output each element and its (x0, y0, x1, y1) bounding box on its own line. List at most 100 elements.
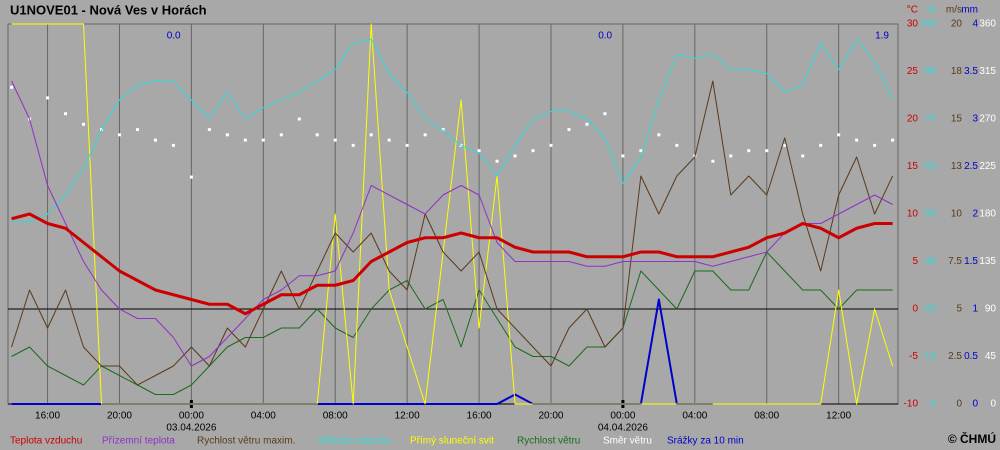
y-tick-label: 0.5 (964, 351, 978, 362)
wind-direction-dot (819, 143, 823, 147)
wind-direction-dot (351, 143, 355, 147)
wind-direction-dot (207, 128, 211, 132)
plot-area (7, 23, 899, 405)
legend-entry: Přímý sluneční svit (410, 436, 494, 447)
y-tick-label: 4 (972, 19, 978, 30)
y-tick-label: 7.5 (948, 256, 962, 267)
date-label: 03.04.2026 (166, 423, 216, 434)
wind-direction-dot (603, 112, 607, 116)
y-tick-label: -10 (904, 399, 919, 410)
wind-direction-dot (10, 85, 14, 89)
wind-direction-dot (333, 138, 337, 142)
y-tick-label: 180 (979, 209, 996, 220)
axis-unit: % (927, 5, 936, 16)
x-tick-label: 20:00 (107, 411, 132, 422)
y-tick-label: 90 (985, 304, 997, 315)
wind-direction-dot (729, 154, 733, 158)
y-tick-label: 1 (972, 304, 978, 315)
y-tick-label: 5 (956, 304, 962, 315)
series-line (11, 212, 893, 316)
wind-direction-dot (405, 143, 409, 147)
wind-direction-dot (64, 112, 68, 116)
y-tick-label: 3.5 (964, 66, 978, 77)
y-tick-label: 1.5 (964, 256, 978, 267)
y-tick-label: 45 (985, 351, 997, 362)
wind-direction-dot (747, 149, 751, 153)
wind-direction-dot (279, 133, 283, 137)
y-tick-label: 315 (979, 66, 996, 77)
wind-direction-dot (423, 133, 427, 137)
y-tick-label: 13 (925, 351, 937, 362)
x-tick-label: 08:00 (754, 411, 779, 422)
y-tick-label: 0 (956, 399, 962, 410)
y-tick-label: 100 (919, 19, 936, 30)
wind-direction-dot (783, 143, 787, 147)
wind-direction-dot (765, 149, 769, 153)
wind-direction-dot (585, 122, 589, 126)
wind-direction-dot (891, 138, 895, 142)
series-line (11, 80, 893, 367)
y-tick-label: 2.5 (948, 351, 962, 362)
y-tick-label: 50 (925, 209, 937, 220)
legend-entry: Srážky za 10 min (667, 436, 744, 447)
x-tick-label: 16:00 (467, 411, 492, 422)
y-tick-label: 13 (951, 161, 963, 172)
axis-unit: °C (907, 5, 918, 16)
wind-direction-dot (171, 143, 175, 147)
wind-direction-dot (639, 149, 643, 153)
y-tick-label: 38 (925, 256, 937, 267)
wind-direction-dot (315, 133, 319, 137)
y-tick-label: 15 (907, 161, 919, 172)
wind-direction-dot (46, 96, 50, 100)
wind-direction-dot (531, 149, 535, 153)
legend-entry: Směr větru (603, 436, 652, 447)
series-line (11, 23, 894, 405)
y-tick-label: 20 (907, 114, 919, 125)
wind-direction-dot (189, 175, 193, 179)
wind-direction-dot (513, 154, 517, 158)
y-tick-label: 0 (912, 304, 918, 315)
daily-sum: 0.0 (167, 31, 181, 42)
wind-direction-dot (243, 138, 247, 142)
copyright: © ČHMÚ (948, 431, 996, 446)
wind-direction-dot (441, 128, 445, 132)
wind-direction-dot (873, 143, 877, 147)
series-line (11, 251, 893, 395)
y-tick-label: 88 (925, 66, 937, 77)
date-label: 04.04.2026 (598, 423, 648, 434)
legend-entry: Rychlost větru maxim. (197, 436, 295, 447)
x-tick-label: 04:00 (682, 411, 707, 422)
daily-sum: 0.0 (598, 31, 612, 42)
y-tick-label: 2.5 (964, 161, 978, 172)
x-tick-label: 08:00 (323, 411, 348, 422)
series-line (11, 80, 894, 386)
wind-direction-dot (495, 159, 499, 163)
x-tick-label: 20:00 (538, 411, 563, 422)
wind-direction-dot (801, 154, 805, 158)
wind-direction-dot (621, 154, 625, 158)
x-tick-label: 16:00 (35, 411, 60, 422)
wind-direction-dot (855, 138, 859, 142)
x-tick-label: 00:00 (179, 411, 204, 422)
y-tick-label: 10 (951, 209, 963, 220)
y-tick-label: 0 (972, 399, 978, 410)
wind-direction-dot (225, 133, 229, 137)
y-tick-label: 0 (930, 399, 936, 410)
axis-unit: mm (961, 5, 978, 16)
y-tick-label: 5 (912, 256, 918, 267)
x-tick-label: 12:00 (395, 411, 420, 422)
y-tick-label: 20 (951, 19, 963, 30)
wind-direction-dot (117, 133, 121, 137)
wind-direction-dot (837, 133, 841, 137)
y-tick-label: 63 (925, 161, 937, 172)
wind-direction-dot (369, 133, 373, 137)
legend-entry: Teplota vzduchu (10, 436, 82, 447)
y-tick-label: 2 (972, 209, 978, 220)
wind-direction-dot (549, 143, 553, 147)
legend-entry: Vlhkost vzduchu (318, 436, 391, 447)
y-tick-label: 135 (979, 256, 996, 267)
y-tick-label: 360 (979, 19, 996, 30)
y-tick-label: 10 (907, 209, 919, 220)
legend-entry: Přízemní teplota (102, 436, 175, 447)
